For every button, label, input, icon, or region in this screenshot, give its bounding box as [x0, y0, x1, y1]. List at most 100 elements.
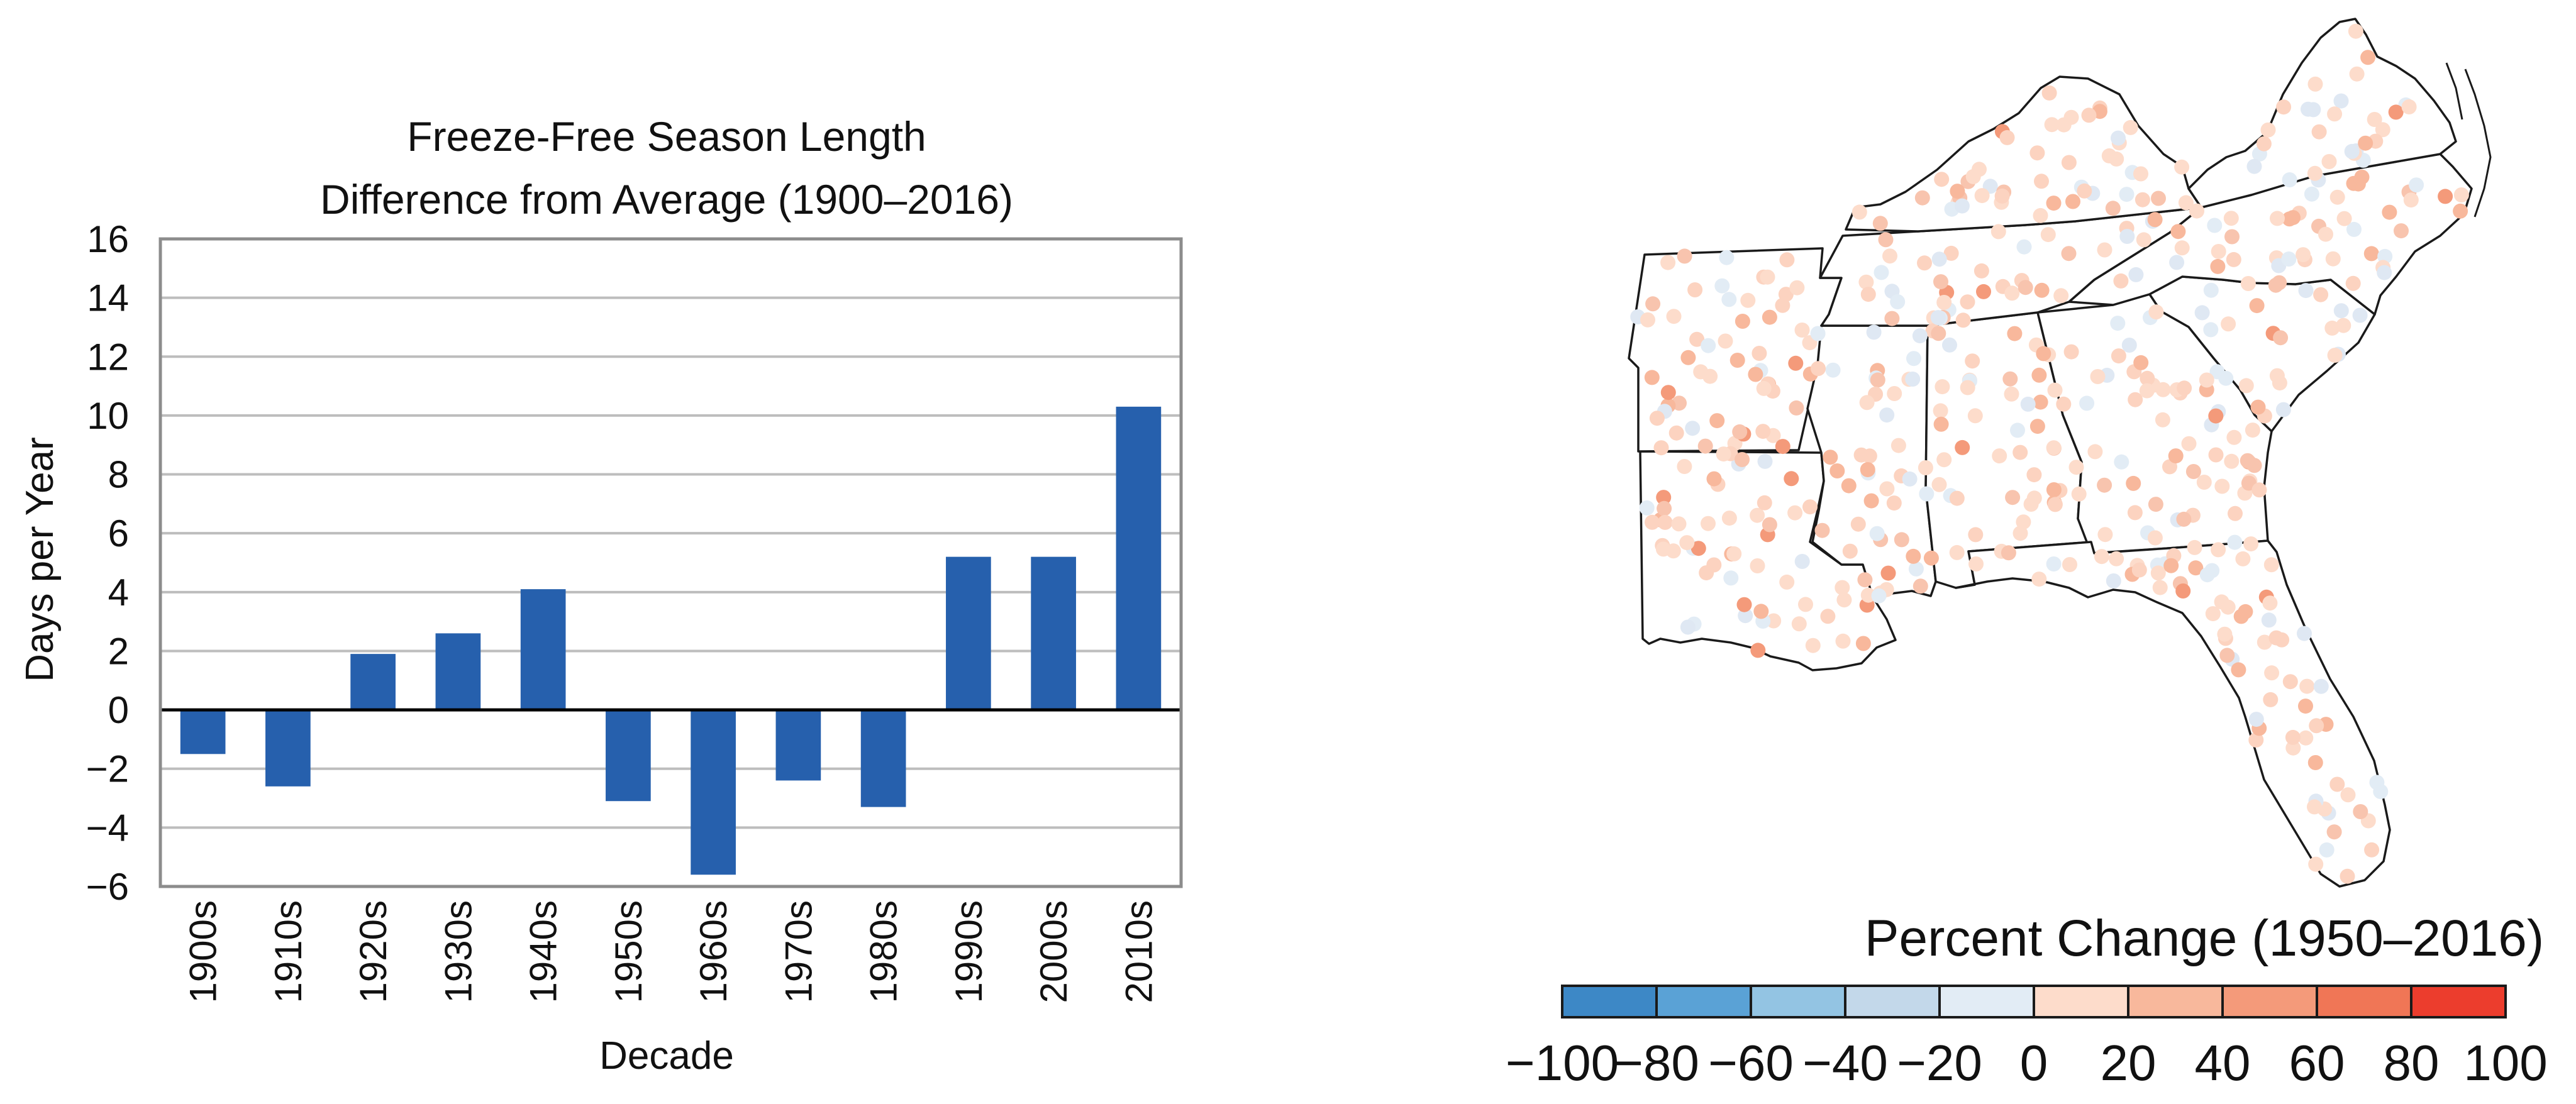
- station-dots: [1630, 23, 2469, 884]
- station-dot: [1689, 331, 1705, 347]
- station-dot: [1802, 499, 1818, 515]
- y-tick-label: 2: [108, 630, 129, 672]
- station-dot: [2031, 571, 2047, 587]
- station-dot: [1872, 216, 1888, 231]
- station-dot: [2005, 490, 2021, 505]
- station-dot: [1825, 362, 1841, 378]
- station-dot: [2068, 460, 2084, 475]
- station-dot: [2358, 135, 2373, 151]
- station-dot: [1639, 500, 1655, 516]
- station-dot: [2105, 201, 2121, 216]
- station-dot: [1862, 448, 1877, 464]
- y-tick-label: 14: [87, 277, 129, 319]
- station-dot: [2375, 122, 2390, 138]
- station-dot: [1756, 380, 1772, 396]
- colorbar-cell: [2127, 985, 2224, 1018]
- colorbar-tick-label: 60: [2289, 1035, 2345, 1091]
- station-dot: [1878, 232, 1894, 248]
- x-tick-label: 1980s: [863, 900, 905, 1003]
- station-dot: [2205, 606, 2221, 622]
- station-dot: [1721, 511, 1737, 526]
- station-dot: [1890, 438, 1906, 453]
- station-dot: [2349, 66, 2365, 82]
- y-tick-label: −4: [86, 807, 129, 849]
- station-dot: [2313, 678, 2329, 694]
- station-dot: [2217, 626, 2233, 642]
- station-dot: [1880, 565, 1896, 581]
- station-dot: [2388, 104, 2404, 120]
- station-dot: [2123, 119, 2138, 135]
- y-tick-label: 12: [87, 336, 129, 378]
- station-dot: [1726, 546, 1742, 561]
- station-dot: [1791, 616, 1807, 632]
- station-dot: [1931, 251, 1947, 267]
- station-dot: [1709, 413, 1725, 429]
- station-dot: [2041, 85, 2057, 101]
- station-dot: [2238, 378, 2254, 394]
- bar-1920s: [350, 654, 396, 710]
- station-dot: [2296, 247, 2311, 263]
- station-dot: [2453, 203, 2468, 219]
- station-dot: [2056, 396, 2072, 412]
- station-dot: [1954, 198, 1970, 214]
- station-dot: [1762, 517, 1777, 533]
- station-dot: [1842, 543, 1858, 559]
- station-dot: [2219, 648, 2235, 663]
- station-dot: [2340, 787, 2356, 803]
- station-dot: [2248, 712, 2264, 727]
- station-dot: [1857, 572, 1873, 588]
- station-dot: [2189, 203, 2204, 219]
- station-dot: [1949, 490, 1965, 506]
- station-dot: [2211, 542, 2226, 558]
- colorbar-cell: [2221, 985, 2318, 1018]
- station-dot: [2281, 251, 2297, 267]
- station-dot: [2223, 211, 2239, 226]
- station-dot: [2047, 497, 2063, 512]
- station-dot: [2079, 395, 2095, 411]
- station-dot: [2128, 267, 2144, 282]
- station-dot: [2326, 824, 2342, 840]
- x-tick-label: 1910s: [267, 900, 309, 1003]
- station-dot: [2033, 394, 2048, 410]
- station-dot: [2243, 536, 2259, 552]
- station-dot: [1657, 514, 1673, 530]
- station-dot: [1968, 556, 1984, 571]
- station-dot: [1933, 274, 1948, 290]
- station-dot: [1706, 471, 1722, 487]
- station-dot: [2306, 102, 2321, 118]
- station-dot: [1967, 408, 1983, 424]
- station-dot: [2033, 207, 2048, 223]
- bar-1970s: [775, 710, 821, 781]
- station-dot: [2016, 514, 2031, 530]
- station-dot: [2040, 227, 2056, 243]
- station-dot: [2226, 251, 2241, 267]
- station-dot: [2012, 526, 2028, 541]
- station-dot: [1905, 372, 1921, 387]
- station-dot: [1766, 613, 1782, 629]
- station-dot: [2136, 232, 2151, 248]
- station-dot: [1835, 633, 1851, 649]
- station-dot: [1990, 224, 2006, 240]
- x-tick-label: 1970s: [777, 900, 819, 1003]
- colorbar-cell: [1750, 985, 1846, 1018]
- station-dot: [2233, 609, 2249, 624]
- y-tick-label: 10: [87, 395, 129, 437]
- station-dot: [2133, 166, 2148, 182]
- station-dot: [2155, 382, 2171, 397]
- station-dot: [2285, 729, 2301, 745]
- station-dot: [2133, 355, 2149, 370]
- colorbar-cell: [1938, 985, 2035, 1018]
- station-dot: [1914, 190, 1930, 206]
- station-dot: [1719, 250, 1735, 265]
- station-dot: [2016, 239, 2032, 255]
- station-dot: [2261, 612, 2277, 628]
- station-dot: [1750, 507, 1765, 523]
- station-dot: [1811, 361, 1826, 377]
- station-dot: [2170, 224, 2186, 240]
- station-dot: [2119, 229, 2135, 244]
- station-dot: [1863, 493, 1879, 509]
- station-dot: [2269, 368, 2285, 384]
- station-dot: [2285, 740, 2301, 756]
- station-dot: [2240, 453, 2255, 468]
